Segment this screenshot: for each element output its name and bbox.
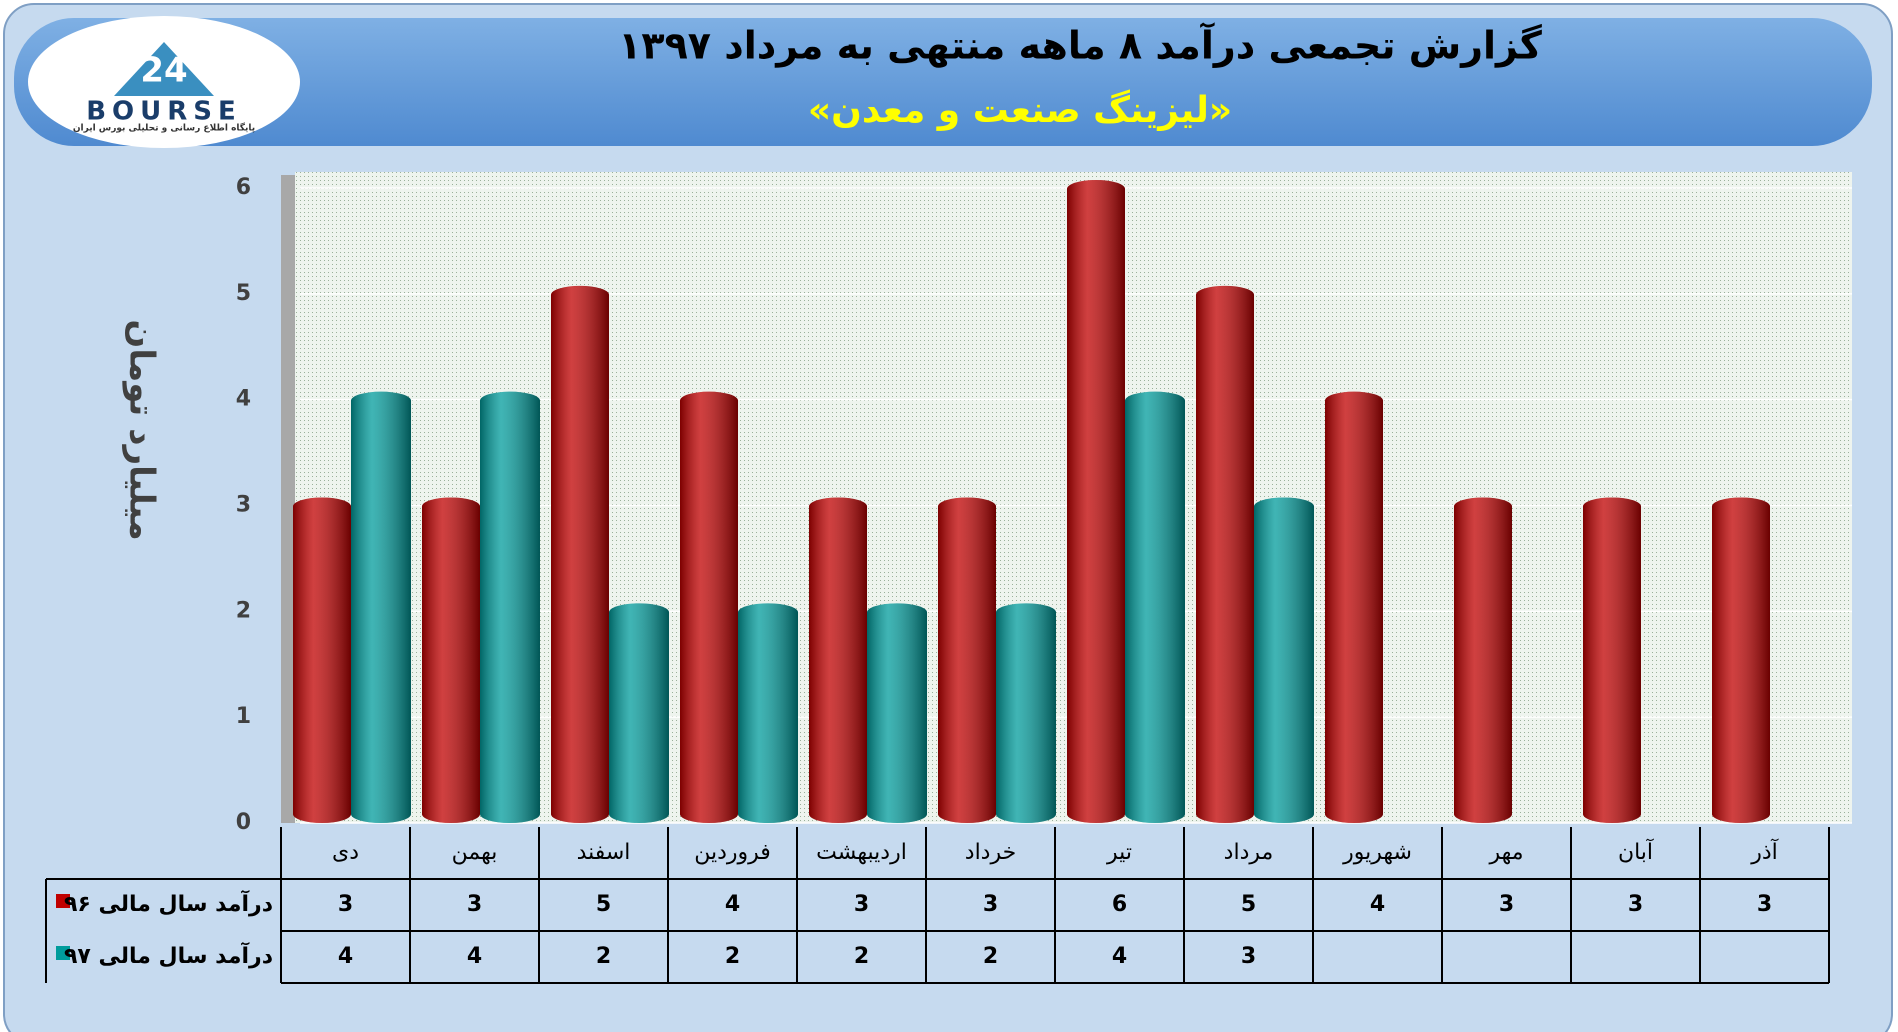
data-table-value: 2 <box>983 944 998 969</box>
legend-label: درآمد سال مالی ۹۷ <box>64 941 273 969</box>
y-axis-label: میلیارد تومان <box>122 319 162 540</box>
data-table-value: 3 <box>1241 944 1256 969</box>
logo-name: BOURSE <box>86 97 242 127</box>
bar-shade <box>293 497 351 823</box>
legend-label: درآمد سال مالی ۹۶ <box>64 889 273 917</box>
legend-marker <box>56 946 70 960</box>
chart-subtitle: «لیزینگ صنعت و معدن» <box>808 89 1232 131</box>
data-table-value: 4 <box>467 944 482 969</box>
bar-shade <box>1254 497 1314 823</box>
data-table-value: 3 <box>983 892 998 917</box>
logo: 24 BOURSE پایگاه اطلاع رسانی و تحلیلی بو… <box>28 16 300 148</box>
bar-shade <box>480 391 540 823</box>
bar-shade <box>1067 180 1125 823</box>
data-table-value: 3 <box>467 892 482 917</box>
data-table-value: 5 <box>1241 892 1256 917</box>
bar-shade <box>996 603 1056 823</box>
legend-marker <box>56 894 70 908</box>
logo-triangle <box>114 42 214 96</box>
data-table-value: 2 <box>854 944 869 969</box>
data-table-value: 2 <box>725 944 740 969</box>
data-table-value: 5 <box>596 892 611 917</box>
y-tick-label: 3 <box>236 493 251 518</box>
bar-shade <box>422 497 480 823</box>
bar-shade <box>809 497 867 823</box>
chart-title: گزارش تجمعی درآمد ۸ ماهه منتهی به مرداد … <box>618 22 1542 68</box>
data-table-value: 4 <box>338 944 353 969</box>
x-tick-label: مرداد <box>1224 840 1274 865</box>
x-tick-label: تیر <box>1106 840 1132 865</box>
data-table-value: 2 <box>596 944 611 969</box>
bar-shade <box>1454 497 1512 823</box>
x-tick-label: خرداد <box>965 840 1016 865</box>
y-tick-label: 2 <box>236 598 251 623</box>
data-table-value: 3 <box>854 892 869 917</box>
bar-shade <box>867 603 927 823</box>
x-tick-label: اسفند <box>577 840 631 865</box>
bar-shade <box>551 285 609 823</box>
bar-shade <box>351 391 411 823</box>
bar-shade <box>1325 391 1383 823</box>
data-table-value: 6 <box>1112 892 1127 917</box>
y-tick-label: 0 <box>236 810 251 835</box>
x-tick-label: مهر <box>1488 840 1523 865</box>
data-table-value: 3 <box>1628 892 1643 917</box>
data-table-value: 3 <box>338 892 353 917</box>
y-tick-label: 4 <box>236 387 251 412</box>
y-tick-label: 6 <box>236 175 251 200</box>
x-tick-label: بهمن <box>452 840 498 865</box>
bar-shade <box>1583 497 1641 823</box>
x-tick-label: دی <box>332 840 359 865</box>
data-table-value: 4 <box>725 892 740 917</box>
bar-shade <box>609 603 669 823</box>
bar-shade <box>738 603 798 823</box>
y-tick-label: 5 <box>236 281 251 306</box>
x-tick-label: آذر <box>1750 838 1778 865</box>
x-tick-label: شهریور <box>1342 840 1412 865</box>
data-table-value: 3 <box>1757 892 1772 917</box>
bar-shade <box>1196 285 1254 823</box>
x-tick-label: فروردین <box>694 840 771 865</box>
data-table-value: 4 <box>1370 892 1385 917</box>
bar-shade <box>680 391 738 823</box>
bar-shade <box>1125 391 1185 823</box>
data-table-value: 3 <box>1499 892 1514 917</box>
y-tick-label: 1 <box>236 704 251 729</box>
x-tick-label: اردیبهشت <box>816 840 907 865</box>
logo-tagline: پایگاه اطلاع رسانی و تحلیلی بورس ایران <box>73 122 255 134</box>
bar-shade <box>1712 497 1770 823</box>
bar-shade <box>938 497 996 823</box>
data-table-value: 4 <box>1112 944 1127 969</box>
logo-mark: 24 <box>140 51 187 91</box>
x-tick-label: آبان <box>1618 838 1654 865</box>
header-banner <box>14 18 1872 146</box>
